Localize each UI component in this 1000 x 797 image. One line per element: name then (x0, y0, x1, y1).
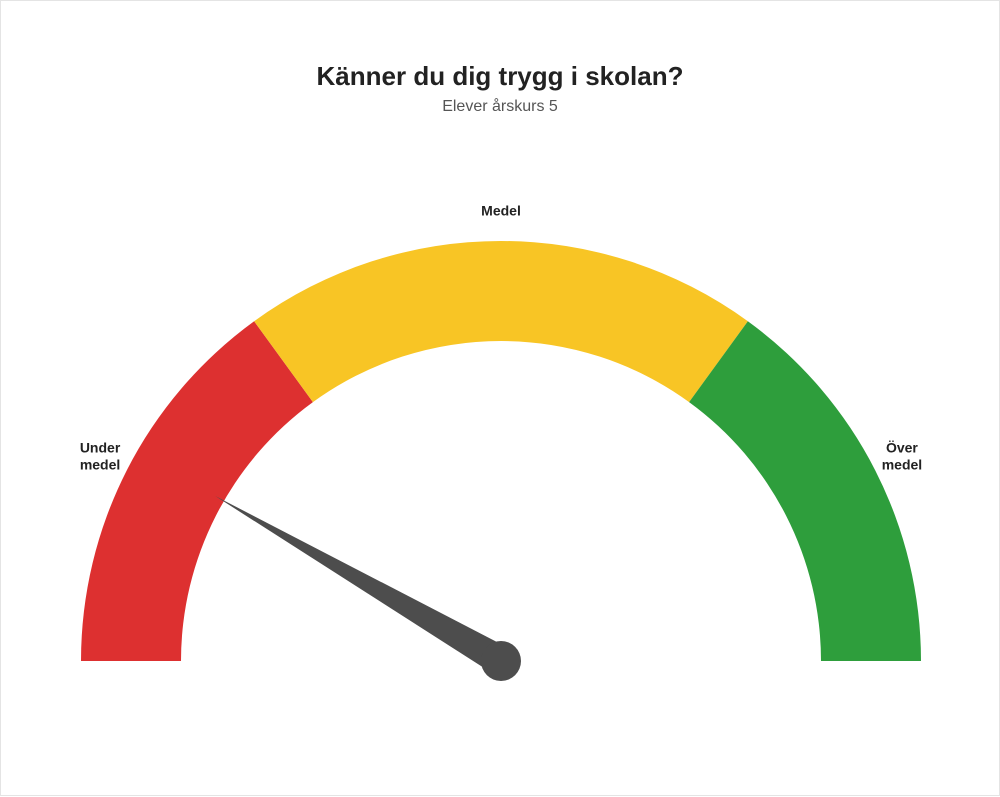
gauge-segment-2 (689, 321, 921, 661)
gauge-segment-1 (254, 241, 748, 402)
gauge-label-medel: Medel (481, 202, 521, 220)
gauge-label-over-medel: Över medel (882, 439, 922, 474)
chart-frame: Känner du dig trygg i skolan? Elever års… (0, 0, 1000, 796)
gauge-label-under-medel: Under medel (80, 439, 120, 474)
gauge-chart (1, 1, 1000, 797)
gauge-needle (215, 496, 508, 674)
gauge-segment-0 (81, 321, 313, 661)
gauge-pivot (481, 641, 521, 681)
